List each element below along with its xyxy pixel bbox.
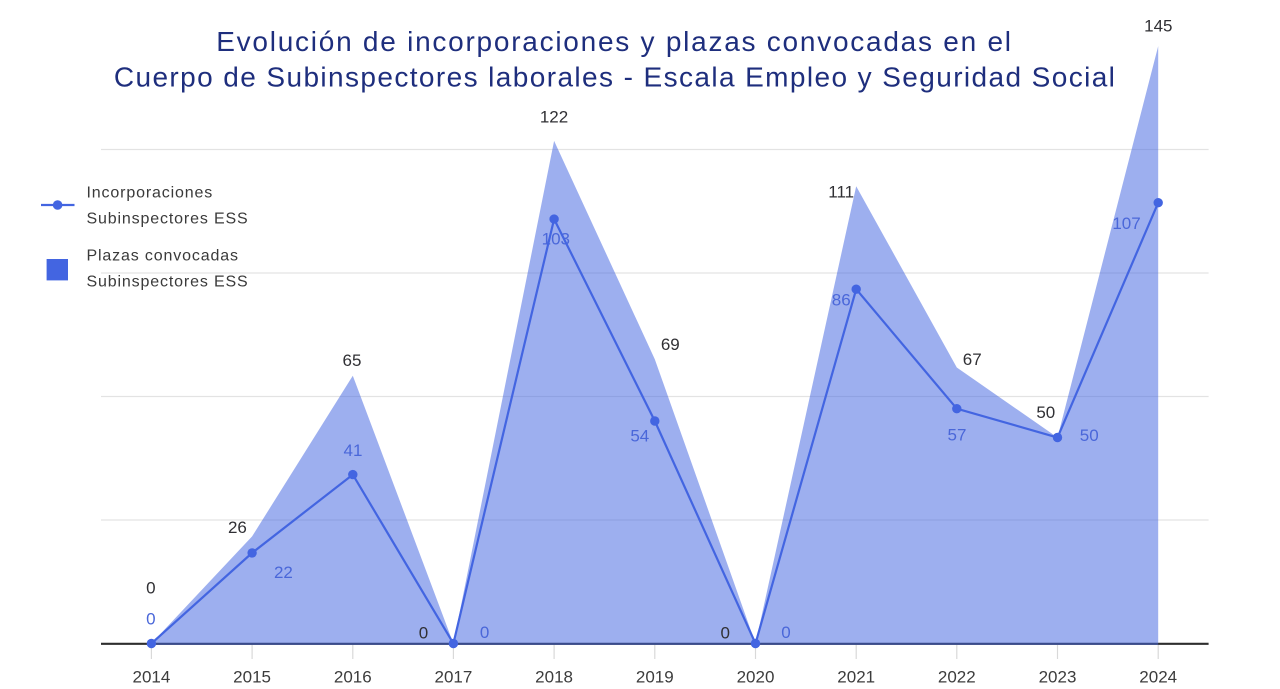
svg-text:Cuerpo de Subinspectores labor: Cuerpo de Subinspectores laborales - Esc… — [114, 62, 1116, 93]
svg-text:65: 65 — [343, 351, 362, 370]
svg-text:0: 0 — [146, 609, 155, 628]
svg-text:107: 107 — [1112, 214, 1140, 233]
svg-text:145: 145 — [1144, 16, 1172, 35]
svg-text:Plazas convocadas: Plazas convocadas — [87, 248, 239, 265]
svg-text:Evolución de incorporaciones y: Evolución de incorporaciones y plazas co… — [216, 26, 1012, 57]
svg-text:41: 41 — [344, 441, 363, 460]
svg-text:0: 0 — [146, 578, 155, 597]
svg-text:0: 0 — [419, 624, 428, 643]
svg-text:86: 86 — [832, 291, 851, 310]
svg-text:57: 57 — [948, 425, 967, 444]
svg-text:2015: 2015 — [233, 668, 271, 687]
svg-text:26: 26 — [228, 518, 247, 537]
svg-text:2022: 2022 — [938, 668, 976, 687]
svg-text:2016: 2016 — [334, 668, 372, 687]
svg-text:2024: 2024 — [1139, 668, 1177, 687]
svg-text:2020: 2020 — [737, 668, 775, 687]
svg-text:50: 50 — [1036, 403, 1055, 422]
svg-text:Incorporaciones: Incorporaciones — [87, 185, 214, 202]
svg-text:0: 0 — [480, 623, 489, 642]
svg-text:2017: 2017 — [434, 668, 472, 687]
svg-text:2018: 2018 — [535, 668, 573, 687]
svg-text:122: 122 — [540, 108, 568, 127]
svg-text:22: 22 — [274, 563, 293, 582]
svg-text:0: 0 — [781, 623, 790, 642]
svg-text:Subinspectores ESS: Subinspectores ESS — [87, 274, 249, 291]
svg-text:50: 50 — [1080, 426, 1099, 445]
svg-text:103: 103 — [542, 230, 570, 249]
svg-text:54: 54 — [630, 426, 649, 445]
svg-text:2014: 2014 — [132, 668, 170, 687]
svg-text:Subinspectores ESS: Subinspectores ESS — [87, 210, 249, 227]
svg-text:2019: 2019 — [636, 668, 674, 687]
svg-text:67: 67 — [963, 350, 982, 369]
svg-text:2021: 2021 — [837, 668, 875, 687]
svg-text:69: 69 — [661, 335, 680, 354]
svg-text:0: 0 — [720, 624, 729, 643]
svg-text:2023: 2023 — [1039, 668, 1077, 687]
svg-text:111: 111 — [828, 183, 854, 202]
